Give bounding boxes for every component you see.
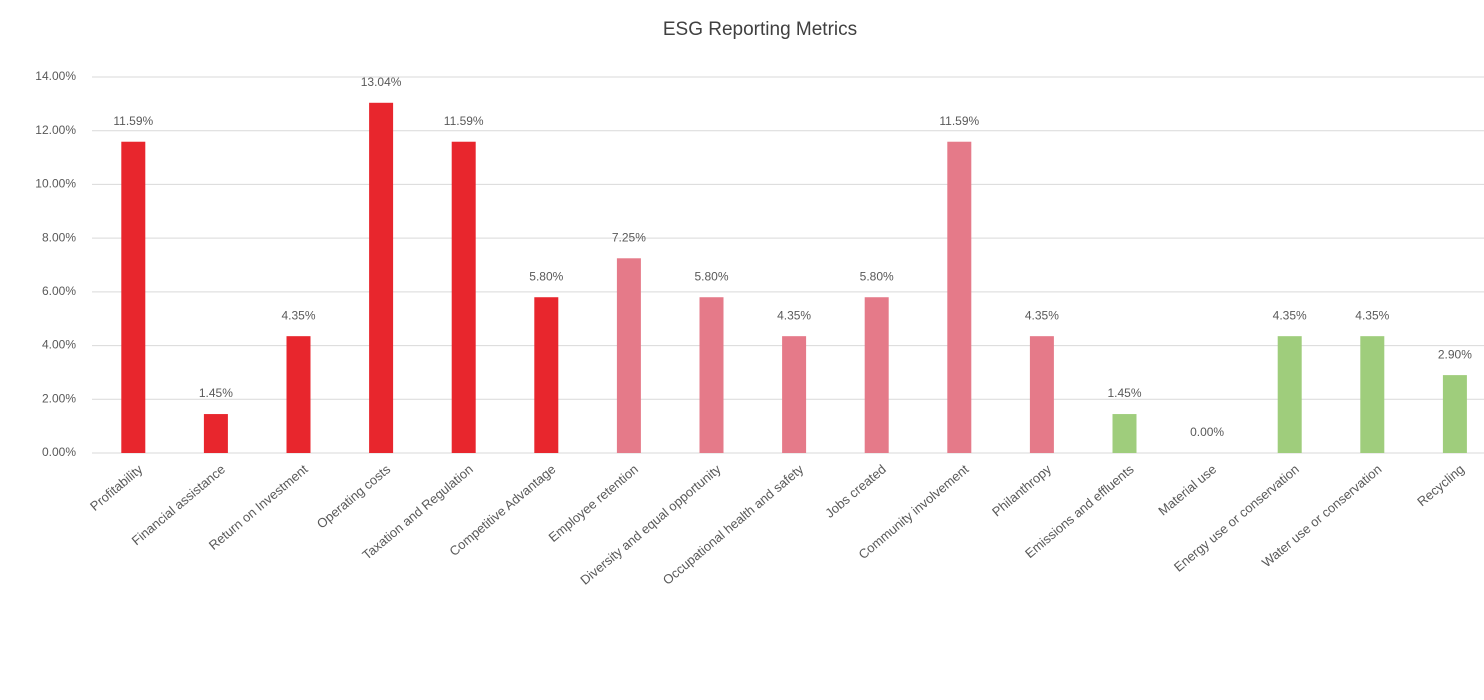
value-label: 11.59% bbox=[113, 114, 153, 128]
bar bbox=[864, 297, 889, 453]
value-label: 5.80% bbox=[529, 269, 563, 283]
y-tick-label: 6.00% bbox=[42, 284, 76, 298]
value-label: 11.59% bbox=[444, 114, 484, 128]
value-label: 1.45% bbox=[1107, 386, 1141, 400]
x-tick-label: Diversity and equal opportunity bbox=[577, 461, 724, 588]
x-tick-label: Material use bbox=[1155, 461, 1219, 518]
y-tick-label: 8.00% bbox=[42, 230, 76, 244]
x-tick-label: Operating costs bbox=[314, 461, 394, 531]
value-label: 5.80% bbox=[860, 269, 894, 283]
value-label: 4.35% bbox=[1355, 308, 1389, 322]
value-label: 1.45% bbox=[199, 386, 233, 400]
y-tick-label: 4.00% bbox=[42, 338, 76, 352]
x-tick-label: Employee retention bbox=[546, 461, 641, 544]
x-tick-label: Jobs created bbox=[822, 461, 889, 520]
value-label: 0.00% bbox=[1190, 425, 1224, 439]
bar bbox=[1442, 375, 1467, 453]
chart-title: ESG Reporting Metrics bbox=[663, 19, 857, 40]
y-tick-label: 10.00% bbox=[35, 177, 76, 191]
value-label: 4.35% bbox=[1273, 308, 1307, 322]
y-tick-label: 14.00% bbox=[35, 69, 76, 83]
value-label: 2.90% bbox=[1438, 347, 1472, 361]
value-label: 4.35% bbox=[1025, 308, 1059, 322]
bar bbox=[1360, 336, 1385, 453]
bar bbox=[1112, 414, 1137, 453]
y-tick-label: 12.00% bbox=[35, 123, 76, 137]
bar bbox=[203, 414, 228, 453]
bar bbox=[947, 141, 972, 453]
x-tick-label: Occupational health and safety bbox=[660, 461, 807, 588]
value-label: 4.35% bbox=[777, 308, 811, 322]
value-label: 13.04% bbox=[361, 75, 402, 89]
bar bbox=[782, 336, 807, 453]
value-label: 7.25% bbox=[612, 230, 646, 244]
bar bbox=[451, 141, 476, 453]
y-tick-label: 0.00% bbox=[42, 445, 76, 459]
x-tick-label: Recycling bbox=[1414, 461, 1467, 509]
bar bbox=[616, 258, 641, 453]
bar bbox=[121, 141, 146, 453]
bar bbox=[534, 297, 559, 453]
value-label: 11.59% bbox=[939, 114, 979, 128]
bar bbox=[1277, 336, 1302, 453]
bar bbox=[699, 297, 724, 453]
bar bbox=[1029, 336, 1054, 453]
value-label: 5.80% bbox=[694, 269, 728, 283]
y-tick-label: 2.00% bbox=[42, 391, 76, 405]
value-label: 4.35% bbox=[281, 308, 315, 322]
bar bbox=[286, 336, 311, 453]
x-tick-label: Philanthropy bbox=[989, 461, 1054, 519]
x-tick-label: Profitability bbox=[87, 461, 146, 514]
bar bbox=[369, 102, 394, 453]
